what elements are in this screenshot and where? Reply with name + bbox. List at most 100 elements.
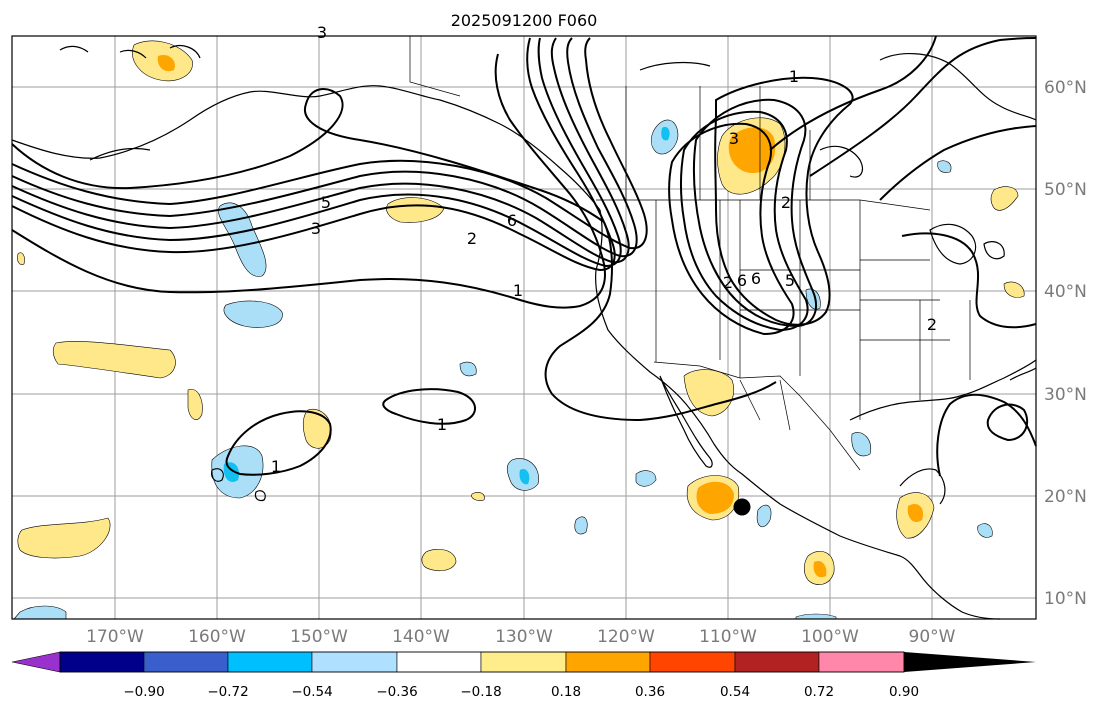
- negative-anomaly-region: [851, 432, 872, 457]
- colorbar-segment: [143, 651, 229, 673]
- contour-line: [11, 53, 606, 309]
- positive-anomaly-region: [471, 492, 485, 501]
- strong-negative-core: [661, 126, 670, 141]
- contour-line: [225, 410, 332, 476]
- lon-label: 160°W: [188, 627, 246, 647]
- negative-anomaly-region: [459, 361, 477, 377]
- gulf-coast: [849, 359, 1037, 421]
- contour-line: [382, 388, 476, 425]
- hudson-bay: [879, 53, 1037, 121]
- yucatan-florida: [899, 367, 1037, 505]
- great-lakes: [929, 223, 1005, 265]
- positive-anomaly-region: [187, 389, 203, 420]
- west-coast: [595, 209, 1001, 620]
- colorbar-segment: [11, 651, 61, 673]
- us-mexico-border: [653, 361, 831, 431]
- lat-label: 50°N: [1044, 180, 1087, 200]
- storm-center-marker: [733, 498, 751, 516]
- colorbar-tick-label: 0.18: [551, 684, 581, 700]
- contour-label: 1: [789, 67, 799, 86]
- positive-anomaly-region: [683, 369, 734, 417]
- contour-label: 6: [507, 211, 517, 230]
- colorbar-tick-label: 0.36: [635, 684, 665, 700]
- colorbar-segment: [649, 651, 736, 673]
- contour-label: 1: [513, 281, 523, 300]
- mexico-states: [739, 379, 861, 471]
- colorbar-segment: [734, 651, 820, 673]
- contour-label: 2: [723, 273, 733, 292]
- map-frame: [11, 35, 1037, 620]
- colorbar-tick-label: 0.54: [720, 684, 750, 700]
- colorbar-segment: [480, 651, 567, 673]
- longitude-labels: 170°W 160°W 150°W 140°W 130°W 120°W 110°…: [86, 627, 956, 647]
- lon-label: 120°W: [597, 627, 655, 647]
- strong-positive-core: [813, 560, 827, 578]
- canada-provinces: [625, 86, 811, 200]
- aleutian-islands: [59, 45, 201, 161]
- contour-label: 3: [311, 219, 321, 238]
- contour-label: 5: [785, 271, 795, 290]
- negative-anomaly-region: [635, 470, 657, 487]
- contour-label: 6: [751, 269, 761, 288]
- contour-line: [936, 393, 1037, 477]
- colorbar-tick-label: −0.18: [460, 684, 501, 700]
- colorbar-segment: [311, 651, 398, 673]
- negative-anomaly-region: [574, 516, 588, 535]
- contour-labels: 1 3 2 5 6 2 1 1 1 3 6 2 6 5 3 2: [271, 23, 937, 476]
- lon-label: 140°W: [392, 627, 450, 647]
- positive-anomaly-region: [1003, 281, 1025, 298]
- colorbar-tick-label: −0.90: [123, 684, 164, 700]
- contour-line: [680, 110, 809, 332]
- lon-label: 90°W: [909, 627, 956, 647]
- latitude-labels: 60°N 50°N 40°N 30°N 20°N 10°N: [1044, 78, 1087, 609]
- contour-label: 5: [321, 193, 331, 212]
- colorbar-segment: [227, 651, 313, 673]
- positive-anomaly-region: [302, 408, 332, 449]
- colorbar-tick-label: 0.72: [804, 684, 834, 700]
- positive-anomaly-region: [17, 252, 25, 265]
- strong-positive-core: [728, 127, 776, 174]
- colorbar-segment: [818, 651, 905, 673]
- contour-line: [692, 98, 817, 328]
- negative-anomaly-region: [223, 300, 283, 328]
- baja-california: [659, 375, 713, 468]
- positive-anomaly-region: [386, 197, 445, 223]
- colorbar-segment: [396, 651, 482, 673]
- lat-label: 30°N: [1044, 385, 1087, 405]
- negative-anomaly-region: [977, 523, 993, 538]
- contour-label: 3: [729, 129, 739, 148]
- colorbar-segment: [565, 651, 651, 673]
- contour-line: [11, 37, 622, 268]
- contour-line: [714, 76, 854, 326]
- contour-label: 6: [737, 271, 747, 290]
- colorbar-tick-label: −0.36: [376, 684, 417, 700]
- positive-anomaly-region: [52, 341, 176, 379]
- lon-label: 170°W: [86, 627, 144, 647]
- contour-line: [11, 37, 638, 258]
- contour-line: [986, 403, 1029, 442]
- negative-anomaly-region: [13, 605, 67, 620]
- contour-line: [769, 35, 937, 151]
- contour-label: 2: [927, 315, 937, 334]
- contour-label: 2: [781, 193, 791, 212]
- lon-label: 130°W: [495, 627, 553, 647]
- colorbar-segment: [904, 652, 1036, 672]
- lat-label: 10°N: [1044, 589, 1087, 609]
- hawaii: [211, 468, 266, 502]
- lon-label: 100°W: [801, 627, 859, 647]
- contour-line: [11, 37, 648, 250]
- colorbar-tick-label: −0.54: [291, 684, 332, 700]
- contour-label: 1: [437, 415, 447, 434]
- negative-anomaly-region: [756, 504, 772, 528]
- colorbar-segment: [59, 651, 145, 673]
- positive-anomaly-region: [17, 517, 111, 559]
- figure-title: 2025091200 F060: [451, 11, 598, 30]
- strong-positive-core: [907, 503, 924, 523]
- positive-anomaly-region: [990, 186, 1019, 211]
- colorbar-tick-label: −0.72: [207, 684, 248, 700]
- strong-positive-core: [157, 54, 175, 72]
- contour-line: [11, 88, 605, 223]
- contour-label: 2: [467, 229, 477, 248]
- contour-label: 1: [271, 457, 281, 476]
